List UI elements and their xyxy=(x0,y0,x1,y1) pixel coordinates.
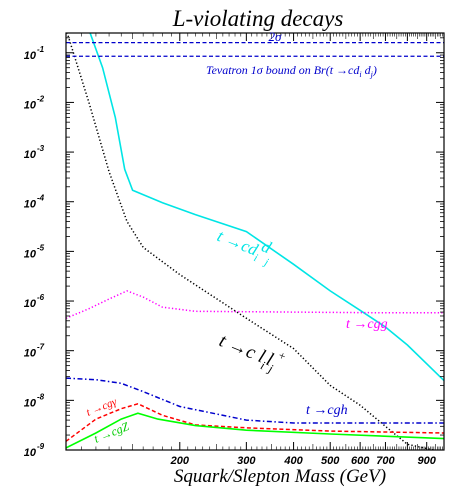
tevatron-sub-j: j xyxy=(370,70,374,79)
svg-text:t →cgZ: t →cgZ xyxy=(92,419,131,446)
tevatron-mid: d xyxy=(362,63,372,77)
y-tick-label: 10 xyxy=(24,149,37,161)
y-tick-label: 10 xyxy=(24,199,37,211)
y-tick-label: 10 xyxy=(24,50,37,62)
y-tick-label: 10 xyxy=(24,99,37,111)
x-tick-label: 700 xyxy=(376,455,395,467)
y-tick-label: 10 xyxy=(24,298,37,310)
y-tick-exponent: -8 xyxy=(37,392,45,401)
tevatron-main: Tevatron 1σ bound on Br(t →cd xyxy=(206,63,360,77)
chart-title: L-violating decays xyxy=(172,6,344,31)
label-cll-main: t →c l xyxy=(216,330,268,367)
label-cll-sub-j: j xyxy=(265,361,276,376)
tevatron-end: ) xyxy=(372,63,377,77)
y-tick-exponent: -9 xyxy=(37,442,45,451)
x-tick-label: 600 xyxy=(351,455,370,467)
x-tick-label: 400 xyxy=(283,455,303,467)
series-line-0 xyxy=(89,33,444,382)
label-cgz: t →cgZ xyxy=(92,419,131,446)
series-line-5 xyxy=(66,412,444,449)
y-tick-exponent: -1 xyxy=(37,45,45,54)
y-tick-label: 10 xyxy=(24,248,37,260)
x-tick-label: 500 xyxy=(321,455,340,467)
tevatron-bound-label: Tevatron 1σ bound on Br(t →cdi dj) xyxy=(206,63,377,79)
y-tick-exponent: -5 xyxy=(37,243,45,252)
x-axis-label: Squark/Slepton Mass (GeV) xyxy=(174,466,386,487)
label-cgg: t →cgg xyxy=(346,317,388,332)
label-cdd-bar: d xyxy=(259,236,274,257)
svg-text:t →c lilj+: t →c lilj+ xyxy=(215,326,289,379)
svg-text:t →cdidj: t →cdidj xyxy=(213,220,277,269)
svg-text:t →cgγ: t →cgγ xyxy=(85,396,119,419)
series-line-1 xyxy=(66,290,444,319)
y-tick-label: 10 xyxy=(24,348,37,360)
bound-lines xyxy=(66,41,444,57)
x-tick-label: 900 xyxy=(418,455,437,467)
y-tick-exponent: -4 xyxy=(37,194,45,203)
x-tick-label: 200 xyxy=(170,455,190,467)
label-cgh: t →cgh xyxy=(306,403,348,418)
label-cgamma: t →cgγ xyxy=(85,396,119,419)
label-cdd-sub-j: j xyxy=(261,256,270,269)
two-sigma-label: 2σ xyxy=(269,29,283,44)
plot-frame xyxy=(65,32,445,451)
series-line-4 xyxy=(66,403,444,442)
y-tick-exponent: -2 xyxy=(37,94,45,103)
y-tick-label: 10 xyxy=(24,447,37,459)
x-ticks: 200 300 400 500 600 700 900 xyxy=(65,33,445,467)
y-tick-label: 10 xyxy=(24,397,37,409)
y-ticks: 10-110-210-310-410-510-610-710-810-9 xyxy=(24,37,444,459)
series-line-3 xyxy=(66,377,444,424)
curves xyxy=(66,33,444,450)
label-cll: t →c lilj+ xyxy=(215,326,289,379)
label-cdd: t →cdidj xyxy=(213,220,277,269)
label-cll-sub-i: i xyxy=(259,358,267,372)
y-tick-exponent: -6 xyxy=(37,293,45,302)
series-line-2 xyxy=(66,33,437,450)
tevatron-sub-i: i xyxy=(359,70,361,79)
label-cdd-main: t →cd xyxy=(215,226,262,260)
label-cdd-sub-i: i xyxy=(252,252,259,264)
y-tick-exponent: -3 xyxy=(37,144,45,153)
label-cll-sup: + xyxy=(276,348,289,364)
x-tick-label: 300 xyxy=(237,455,256,467)
y-tick-exponent: -7 xyxy=(37,343,45,352)
